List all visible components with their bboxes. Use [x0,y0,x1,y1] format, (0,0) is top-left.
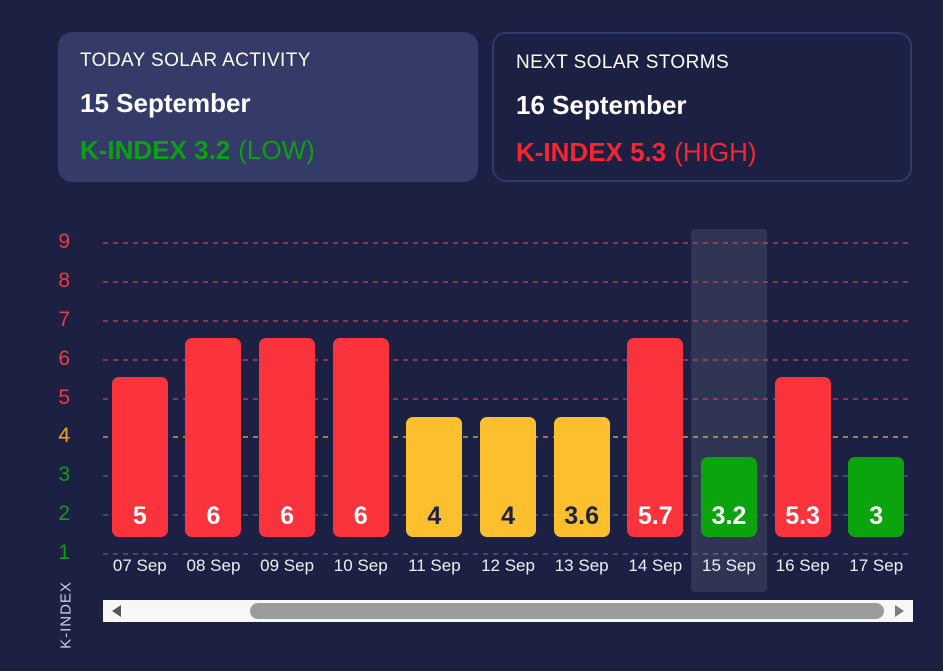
kindex-bar: 4 [480,417,537,537]
kindex-bar: 3 [848,457,905,537]
bar-value-label: 6 [353,502,368,530]
y-tick-7: 7 [58,307,70,331]
today-kindex-value: K-INDEX 3.2 [80,135,231,165]
kindex-bar-chart: 5 6 6 6 4 4 3.6 5.7 3.2 5.3 3 [103,229,913,537]
y-tick-1: 1 [58,541,70,564]
kindex-bar: 3.2 [700,457,757,537]
kindex-bar: 5.3 [774,377,831,537]
y-tick-5: 5 [58,385,70,409]
next-card-title: NEXT SOLAR STORMS [516,52,730,73]
bar-column-09-sep: 6 [250,229,324,537]
x-tick-17-sep: 17 Sep [849,556,904,575]
kindex-bar: 3.6 [553,417,610,537]
today-kindex-status: (LOW) [238,135,315,165]
scroll-left-arrow-icon[interactable] [112,605,121,617]
x-axis-labels: 07 Sep 08 Sep 09 Sep 10 Sep 11 Sep 12 Sep 13 S… [103,553,913,579]
bar-column-16-sep: 5.3 [766,229,840,537]
bar-value-label: 3 [869,502,884,530]
gridline-1 [103,553,913,555]
bar-value-label: 6 [206,502,221,530]
scroll-right-arrow-icon[interactable] [895,605,904,617]
y-tick-9: 9 [58,230,70,253]
bar-column-13-sep: 3.6 [545,229,619,537]
next-solar-storms-card: NEXT SOLAR STORMS 16 September K-INDEX 5… [492,32,912,182]
gridline-5 [103,397,913,400]
x-tick-08-sep: 08 Sep [186,556,241,575]
bar-column-07-sep: 5 [103,229,177,537]
bar-value-label: 3.6 [564,502,600,530]
bar-value-label: 5.7 [637,502,673,530]
bar-column-08-sep: 6 [177,229,251,537]
today-solar-activity-card: TODAY SOLAR ACTIVITY 15 September K-INDE… [58,32,478,182]
x-tick-12-sep: 12 Sep [481,556,535,575]
bar-column-15-sep: 3.2 [692,229,766,537]
y-tick-8: 8 [58,268,70,292]
today-card-title: TODAY SOLAR ACTIVITY [80,50,311,71]
scrollbar-thumb[interactable] [249,603,884,619]
x-tick-14-sep: 14 Sep [628,556,683,575]
next-kindex-line: K-INDEX 5.3 (HIGH) [516,137,888,168]
x-tick-09-sep: 09 Sep [260,556,315,575]
y-tick-3: 3 [58,463,70,487]
bar-column-17-sep: 3 [839,229,913,537]
y-tick-2: 2 [58,502,70,526]
gridline-9 [103,242,913,244]
x-tick-13-sep: 13 Sep [554,556,609,575]
bar-column-11-sep: 4 [398,229,472,537]
today-card-date: 15 September [80,88,251,118]
y-tick-4: 4 [58,424,70,448]
next-kindex-status: (HIGH) [674,137,757,167]
x-tick-15-sep: 15 Sep [702,556,756,575]
bar-value-label: 4 [501,502,515,530]
bar-value-label: 4 [427,502,442,530]
today-kindex-line: K-INDEX 3.2 (LOW) [80,135,456,166]
next-kindex-value: K-INDEX 5.3 [516,137,667,167]
kindex-bar: 5.7 [627,337,684,537]
y-axis-title: K-INDEX [57,581,75,649]
x-tick-11-sep: 11 Sep [408,556,461,575]
kindex-bar: 6 [259,337,316,537]
x-tick-07-sep: 07 Sep [112,556,167,575]
gridline-7 [103,319,913,322]
y-tick-6: 6 [58,346,70,370]
bar-column-14-sep: 5.7 [618,229,692,537]
bar-value-label: 6 [280,502,295,530]
horizontal-scrollbar[interactable] [103,600,913,622]
bar-column-12-sep: 4 [471,229,545,537]
kindex-bar: 6 [332,337,389,537]
bar-value-label: 3.2 [711,502,747,530]
bar-value-label: 5.3 [785,502,820,530]
gridline-6 [103,358,913,361]
gridline-8 [103,280,913,283]
bar-column-10-sep: 6 [324,229,398,537]
kindex-bar: 6 [185,337,242,537]
kindex-bar: 4 [406,417,463,537]
kindex-bar: 5 [111,377,168,537]
x-tick-16-sep: 16 Sep [775,556,830,575]
bar-value-label: 5 [132,502,147,530]
x-tick-10-sep: 10 Sep [333,556,388,575]
next-card-date: 16 September [516,90,687,120]
